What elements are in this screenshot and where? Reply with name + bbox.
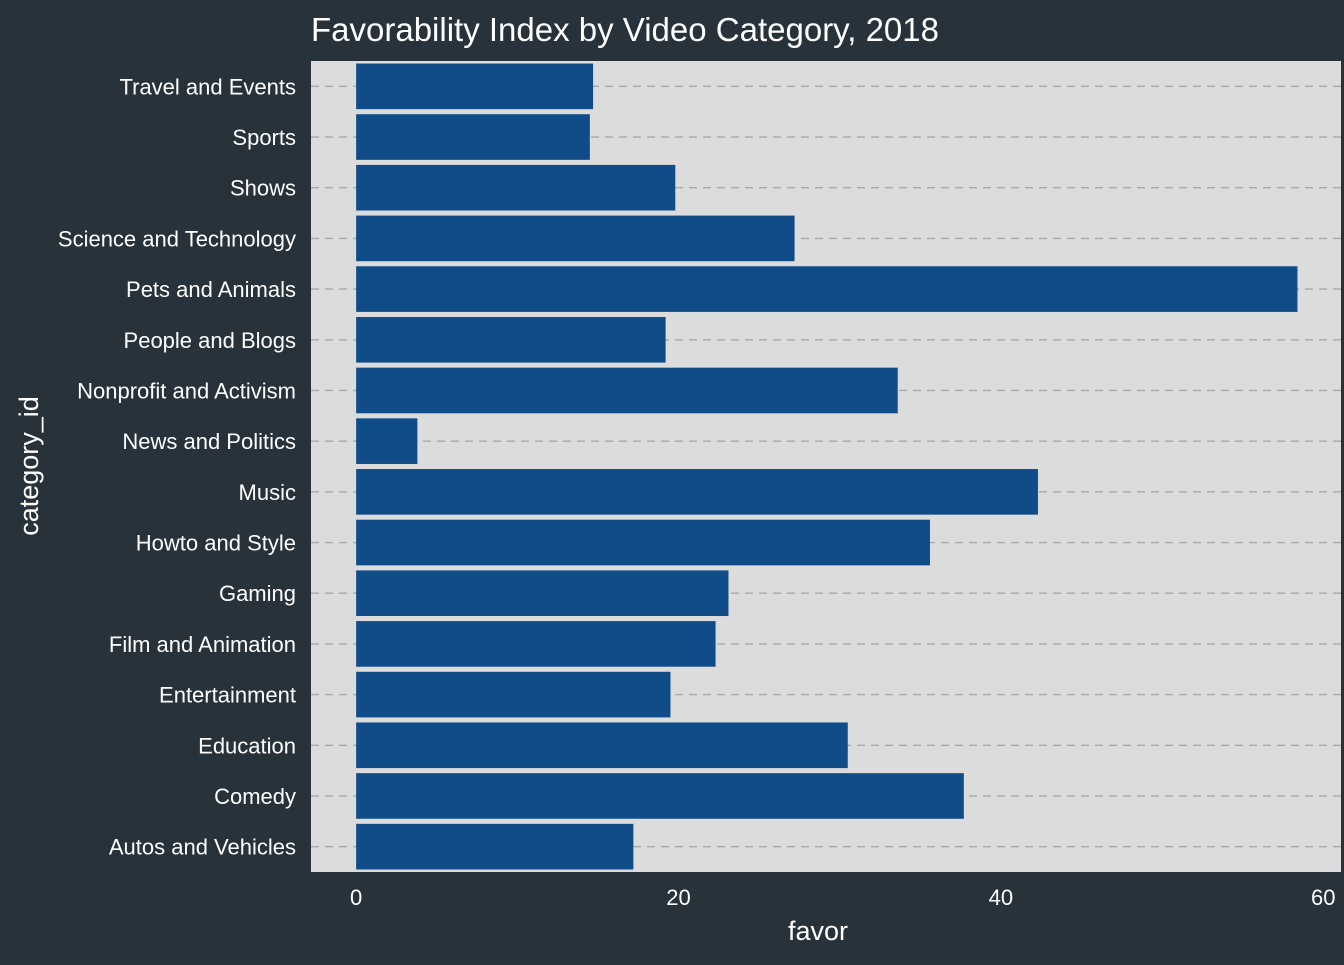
x-tick-label-20: 20 <box>666 885 690 910</box>
x-tick-label-40: 40 <box>989 885 1013 910</box>
y-tick-label-autos-and-vehicles: Autos and Vehicles <box>109 835 296 860</box>
y-tick-label-pets-and-animals: Pets and Animals <box>126 277 296 302</box>
x-tick-label-0: 0 <box>350 885 362 910</box>
y-tick-label-education: Education <box>198 733 296 758</box>
y-tick-label-sports: Sports <box>232 125 296 150</box>
y-tick-label-entertainment: Entertainment <box>159 683 296 708</box>
bar-people-and-blogs <box>356 316 666 363</box>
y-tick-label-news-and-politics: News and Politics <box>122 429 296 454</box>
y-tick-label-comedy: Comedy <box>214 784 296 809</box>
bar-film-and-animation <box>356 621 716 667</box>
bar-news-and-politics <box>356 418 418 464</box>
x-tick-label-60: 60 <box>1311 885 1335 910</box>
chart-title: Favorability Index by Video Category, 20… <box>311 11 939 48</box>
bar-nonprofit-and-activism <box>356 367 898 414</box>
x-tick-labels: 0 20 40 60 <box>350 885 1336 910</box>
bar-comedy <box>356 773 964 819</box>
x-axis-label: favor <box>788 916 848 946</box>
y-tick-label-howto-and-style: Howto and Style <box>136 531 296 556</box>
y-tick-label-gaming: Gaming <box>219 581 296 606</box>
y-tick-label-music: Music <box>239 480 296 505</box>
bar-shows <box>356 164 676 211</box>
bar-autos-and-vehicles <box>356 823 634 870</box>
bar-entertainment <box>356 671 671 718</box>
y-axis-label: category_id <box>14 396 44 536</box>
y-tick-label-nonprofit-and-activism: Nonprofit and Activism <box>77 378 296 403</box>
bar-education <box>356 722 848 769</box>
y-tick-label-shows: Shows <box>230 176 296 201</box>
bars <box>356 63 1298 870</box>
bar-sports <box>356 114 590 160</box>
bar-music <box>356 469 1038 515</box>
bar-gaming <box>356 570 729 617</box>
y-tick-label-film-and-animation: Film and Animation <box>109 632 296 657</box>
y-tick-label-people-and-blogs: People and Blogs <box>124 328 296 353</box>
bar-howto-and-style <box>356 519 930 566</box>
bar-pets-and-animals <box>356 266 1298 312</box>
y-tick-labels: Autos and Vehicles Comedy Education Enterta… <box>58 74 296 859</box>
y-tick-label-travel-and-events: Travel and Events <box>120 74 297 99</box>
y-tick-label-science-and-technology: Science and Technology <box>58 226 296 251</box>
bar-science-and-technology <box>356 215 795 262</box>
bar-travel-and-events <box>356 63 594 110</box>
